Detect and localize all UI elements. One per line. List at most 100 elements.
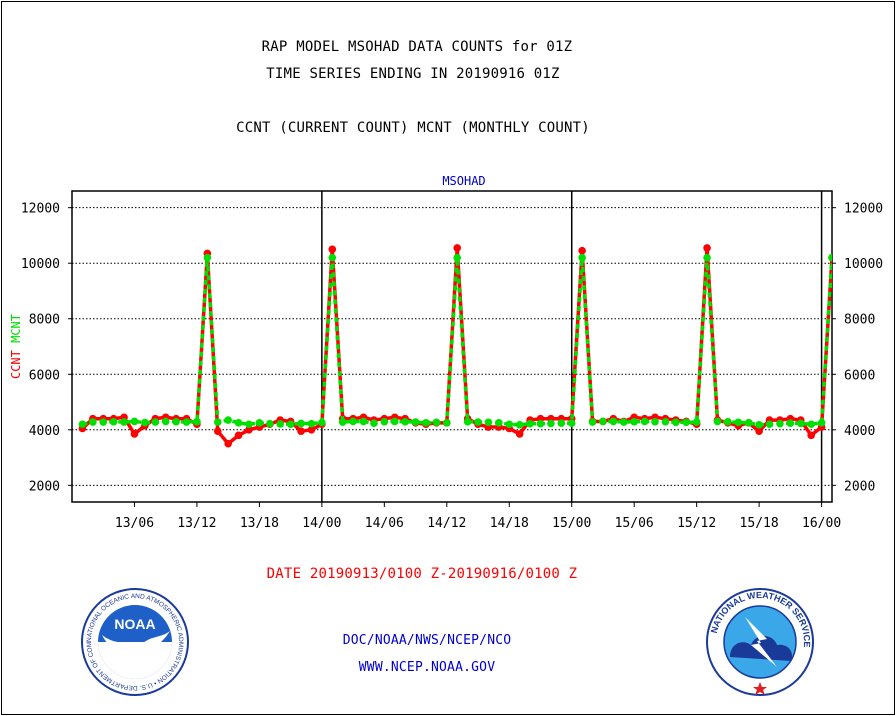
data-point-mcnt: [453, 253, 462, 262]
nws-logo: NATIONAL WEATHER SERVICE: [706, 588, 814, 696]
y-tick-label-right: 4000: [844, 424, 875, 439]
y-tick-label-left: 6000: [29, 368, 60, 383]
plot-area: [71, 190, 833, 503]
data-point-mcnt: [318, 418, 326, 427]
data-point-mcnt: [713, 417, 722, 426]
data-point-mcnt: [672, 418, 680, 427]
noaa-logo-text: NOAA: [114, 616, 155, 632]
data-point-mcnt: [359, 417, 368, 426]
series-line-mcnt: [82, 257, 832, 427]
data-point-ccnt: [328, 245, 337, 254]
data-point-mcnt: [755, 421, 763, 429]
date-range: DATE 20190913/0100 Z-20190916/0100 Z: [266, 566, 578, 582]
data-point-mcnt: [505, 420, 514, 429]
data-point-mcnt: [786, 419, 795, 427]
data-point-mcnt: [203, 253, 212, 262]
data-point-mcnt: [328, 253, 337, 262]
org-line: DOC/NOAA/NWS/NCEP/NCO: [342, 633, 512, 648]
data-point-ccnt: [224, 439, 232, 448]
y-tick-label-right: 6000: [844, 368, 875, 383]
x-tick-label: 14/00: [302, 516, 341, 531]
y-tick-label-left: 8000: [29, 313, 60, 328]
data-point-mcnt: [796, 419, 805, 428]
y-axis-label-ccnt: CCNT: [9, 343, 23, 379]
y-tick-label-right: 2000: [844, 479, 875, 494]
data-point-mcnt: [640, 417, 649, 426]
data-point-mcnt: [588, 418, 597, 426]
data-point-mcnt: [182, 418, 191, 426]
data-point-mcnt: [411, 418, 420, 426]
data-point-mcnt: [266, 419, 274, 428]
y-tick-label-right: 12000: [844, 202, 883, 217]
data-point-ccnt: [515, 430, 524, 438]
header-subtitle: TIME SERIES ENDING IN 20190916 01Z: [266, 66, 560, 82]
data-point-mcnt: [193, 417, 201, 426]
data-point-mcnt: [213, 418, 222, 426]
data-point-mcnt: [245, 420, 253, 429]
data-point-mcnt: [724, 417, 732, 426]
data-point-mcnt: [286, 420, 295, 429]
data-point-ccnt: [703, 244, 711, 252]
data-point-mcnt: [734, 418, 743, 427]
x-tick-label: 13/12: [177, 516, 216, 531]
data-point-mcnt: [422, 419, 430, 427]
data-point-mcnt: [349, 417, 357, 426]
data-point-mcnt: [557, 419, 566, 427]
data-point-mcnt: [401, 417, 409, 426]
data-point-mcnt: [817, 419, 826, 427]
data-point-mcnt: [651, 417, 659, 426]
data-point-mcnt: [474, 418, 482, 426]
data-point-mcnt: [463, 417, 472, 426]
data-point-mcnt: [828, 253, 832, 262]
x-tick-label: 14/06: [365, 516, 404, 531]
header-legend-description: CCNT (CURRENT COUNT) MCNT (MONTHLY COUNT…: [236, 120, 590, 136]
data-point-mcnt: [380, 417, 389, 426]
data-point-mcnt: [390, 417, 399, 426]
data-point-ccnt: [297, 427, 305, 435]
data-point-ccnt: [130, 430, 139, 438]
x-tick-label: 15/06: [615, 516, 654, 531]
data-point-mcnt: [109, 417, 118, 426]
data-point-mcnt: [776, 419, 784, 428]
x-tick-label: 13/06: [115, 516, 154, 531]
data-point-mcnt: [141, 418, 149, 427]
data-point-ccnt: [213, 427, 222, 435]
data-point-ccnt: [453, 244, 462, 252]
data-point-mcnt: [526, 419, 534, 428]
data-point-mcnt: [630, 417, 638, 426]
data-point-mcnt: [484, 418, 493, 427]
data-point-mcnt: [255, 419, 264, 427]
data-point-mcnt: [515, 421, 524, 429]
y-axis-label: CCNT MCNT: [9, 314, 23, 379]
data-point-mcnt: [682, 418, 691, 427]
x-tick-label: 14/12: [427, 516, 466, 531]
y-axis-label-mcnt: MCNT: [9, 314, 23, 343]
x-tick-label: 15/00: [552, 516, 591, 531]
url-line: WWW.NCEP.NOAA.GOV: [358, 660, 496, 675]
data-point-mcnt: [432, 418, 441, 427]
noaa-logo: NOAA NATIONAL OCEANIC AND ATMOSPHERIC AD…: [80, 587, 189, 696]
data-point-mcnt: [99, 418, 108, 426]
data-point-ccnt: [234, 431, 243, 440]
data-point-mcnt: [807, 420, 815, 429]
x-tick-label: 15/12: [677, 516, 716, 531]
x-tick-label: 16/00: [802, 516, 841, 531]
y-tick-label-left: 12000: [21, 202, 60, 217]
data-point-mcnt: [161, 417, 170, 426]
data-point-ccnt: [245, 426, 253, 434]
y-tick-label-right: 10000: [844, 257, 883, 272]
chart-title: MSOHAD: [442, 174, 485, 188]
header-title: RAP MODEL MSOHAD DATA COUNTS for 01Z: [261, 39, 573, 55]
data-point-ccnt: [807, 431, 815, 440]
data-point-ccnt: [307, 426, 316, 434]
data-point-ccnt: [578, 246, 586, 255]
y-tick-label-right: 8000: [844, 313, 875, 328]
data-point-mcnt: [120, 418, 128, 426]
data-point-mcnt: [338, 418, 347, 426]
data-point-mcnt: [224, 416, 232, 424]
data-point-mcnt: [78, 420, 87, 429]
y-tick-label-left: 10000: [21, 257, 60, 272]
data-point-mcnt: [567, 419, 576, 427]
